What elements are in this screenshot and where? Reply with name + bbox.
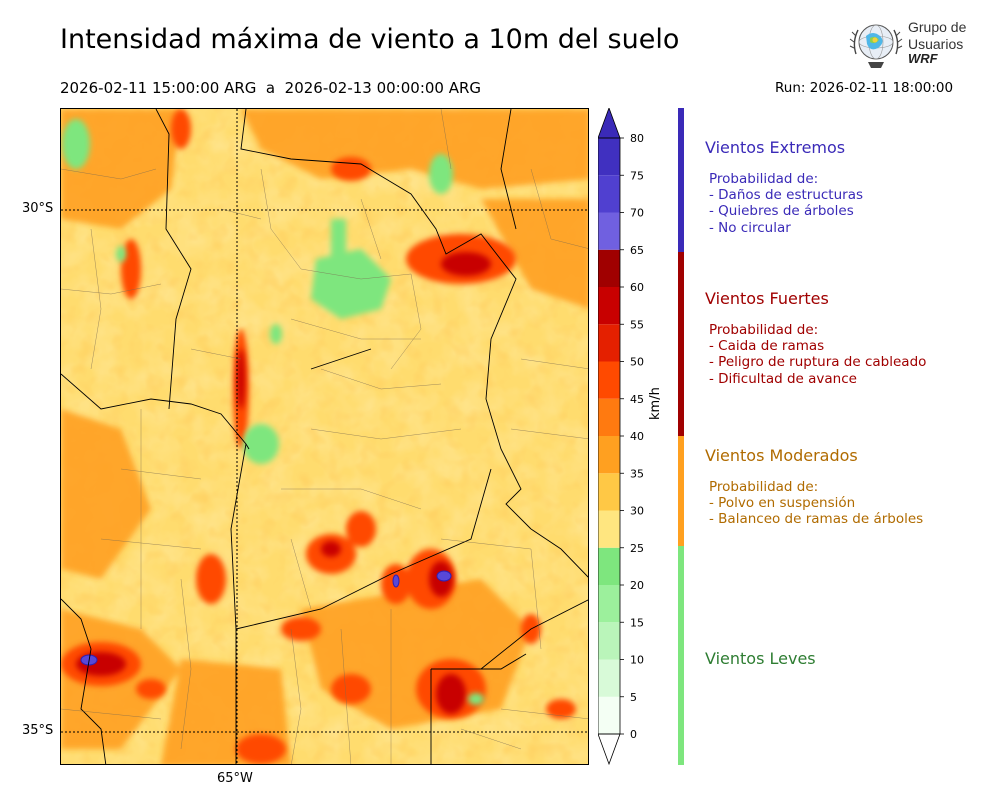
colorbar-segment <box>598 175 620 213</box>
colorbar-tick-label: 25 <box>630 542 644 555</box>
colorbar-tick-label: 50 <box>630 356 644 369</box>
colorbar-tick-label: 20 <box>630 579 644 592</box>
colorbar-segment <box>598 473 620 511</box>
risk-segment-extreme <box>678 108 684 252</box>
colorbar-extend-min <box>597 733 621 766</box>
map-gridlines <box>61 109 588 764</box>
category-title: Vientos Fuertes <box>705 289 829 308</box>
forecast-period: 2026-02-11 15:00:00 ARG a 2026-02-13 00:… <box>60 79 482 97</box>
run-time: Run: 2026-02-11 18:00:00 <box>775 80 954 96</box>
colorbar-tick-label: 75 <box>630 169 644 182</box>
wind-map <box>60 108 589 765</box>
colorbar-tick-label: 5 <box>630 691 637 704</box>
risk-segment-moderate <box>678 436 684 546</box>
colorbar-tick-label: 0 <box>630 728 637 741</box>
category-description: Probabilidad de: - Daños de estructuras … <box>705 171 995 236</box>
lon-label-65w: 65°W <box>217 771 253 786</box>
severe-wind-cores <box>76 252 491 714</box>
colorbar-segment <box>598 436 620 474</box>
lat-label-35s: 35°S <box>22 723 54 738</box>
category-strong: Vientos Fuertes Probabilidad de: - Caida… <box>705 289 995 387</box>
colorbar-segment <box>598 212 620 250</box>
colorbar-segment <box>598 547 620 585</box>
colorbar-tick-label: 55 <box>630 318 644 331</box>
colorbar-tick-label: 70 <box>630 207 644 220</box>
colorbar-tick-label: 15 <box>630 616 644 629</box>
colorbar-segment <box>598 249 620 287</box>
map-title: Intensidad máxima de viento a 10m del su… <box>60 24 680 55</box>
colorbar-extend-max <box>597 106 621 139</box>
colorbar-tick-label: 10 <box>630 654 644 667</box>
category-line: Probabilidad de: <box>709 479 819 495</box>
colorbar-tick-label: 65 <box>630 244 644 257</box>
globe-logo-icon <box>849 24 903 68</box>
risk-segment-strong <box>678 252 684 436</box>
category-title: Vientos Leves <box>705 649 816 668</box>
logo-line-1: Grupo de <box>908 19 967 35</box>
wind-colorbar: 0 5 10 15 20 25 30 35 40 45 50 55 60 65 70 75 80 <box>597 106 658 768</box>
category-title: Vientos Moderados <box>705 446 858 465</box>
province-boundaries <box>61 109 588 764</box>
category-line: - Dificultad de avance <box>709 370 857 387</box>
colorbar-segment <box>598 510 620 548</box>
lat-label-30s: 30°S <box>22 201 54 216</box>
category-moderate: Vientos Moderados Probabilidad de: - Pol… <box>705 446 995 528</box>
category-description: Probabilidad de: - Polvo en suspensión -… <box>705 479 995 528</box>
category-description: Probabilidad de: - Caida de ramas - Peli… <box>705 322 995 387</box>
colorbar-tick-label: 60 <box>630 281 644 294</box>
colorbar-tick-label: 45 <box>630 393 644 406</box>
category-title: Vientos Extremos <box>705 138 846 157</box>
colorbar-tick-label: 80 <box>630 132 644 145</box>
light-wind-areas <box>62 119 484 705</box>
colorbar-segment <box>598 324 620 362</box>
category-line: Probabilidad de: <box>709 171 819 187</box>
colorbar-segment <box>598 659 620 697</box>
risk-category-bar <box>678 108 684 765</box>
category-line: - Balanceo de ramas de árboles <box>709 511 924 528</box>
logo-line-3: WRF <box>908 51 938 66</box>
extreme-wind-spots <box>80 570 452 666</box>
category-line: - Peligro de ruptura de cableado <box>709 354 927 371</box>
strong-wind-cores <box>61 109 576 764</box>
colorbar-segment <box>598 622 620 660</box>
colorbar-tick-label: 35 <box>630 467 644 480</box>
category-line: - Quiebres de árboles <box>709 203 854 220</box>
category-light: Vientos Leves <box>705 649 995 668</box>
colorbar-segment <box>598 696 620 734</box>
colorbar-segment <box>598 138 620 176</box>
category-extreme: Vientos Extremos Probabilidad de: - Daño… <box>705 138 995 236</box>
category-line: - No circular <box>709 219 791 236</box>
colorbar-segment <box>598 585 620 623</box>
category-line: - Polvo en suspensión <box>709 495 856 512</box>
logo-line-2: Usuarios <box>908 36 964 52</box>
colorbar-tick-label: 30 <box>630 505 644 518</box>
category-line: - Daños de estructuras <box>709 187 864 204</box>
colorbar-segment <box>598 287 620 325</box>
category-line: Probabilidad de: <box>709 322 819 338</box>
category-line: - Caida de ramas <box>709 338 825 355</box>
colorbar-segment <box>598 361 620 399</box>
risk-segment-light <box>678 546 684 765</box>
colorbar-tick-label: 40 <box>630 430 644 443</box>
colorbar-unit: km/h <box>648 387 663 420</box>
colorbar-segment <box>598 398 620 436</box>
department-boundaries <box>61 109 588 764</box>
group-logo: Grupo de Usuarios WRF <box>848 16 978 72</box>
